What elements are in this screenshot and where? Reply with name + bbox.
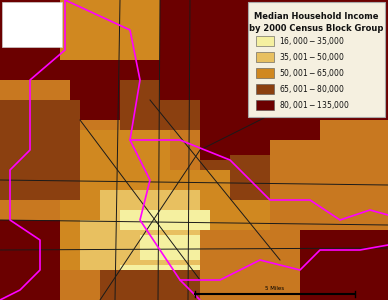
Text: $65,001 - $80,000: $65,001 - $80,000 [279,83,345,95]
Text: Median Household Income: Median Household Income [254,12,379,21]
Bar [256,36,274,46]
Bar [256,84,274,94]
Bar [256,100,274,110]
Text: 5 Miles: 5 Miles [265,286,284,291]
Text: $16,000 - $35,000: $16,000 - $35,000 [279,35,345,47]
Bar [256,52,274,62]
Bar [256,68,274,78]
Bar [248,2,385,117]
Bar [2,2,62,47]
Text: by 2000 Census Block Group: by 2000 Census Block Group [249,24,384,33]
Text: $50,001 - $65,000: $50,001 - $65,000 [279,67,345,79]
Text: $80,001 - $135,000: $80,001 - $135,000 [279,99,350,111]
Text: $35,001 - $50,000: $35,001 - $50,000 [279,51,345,63]
